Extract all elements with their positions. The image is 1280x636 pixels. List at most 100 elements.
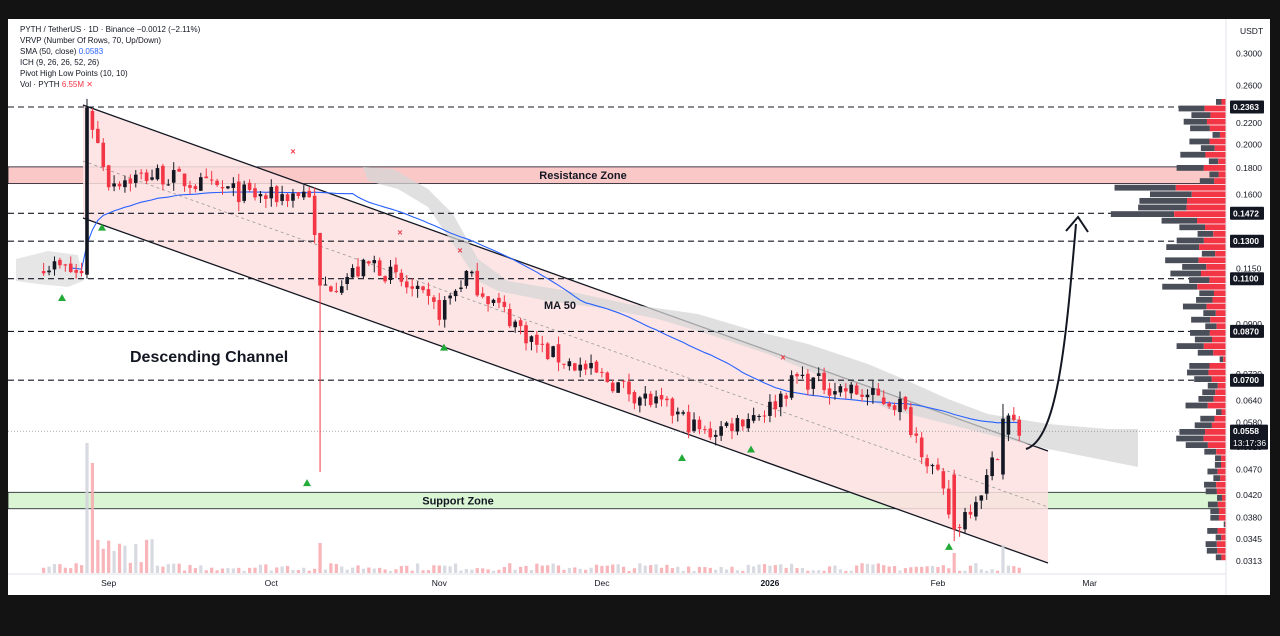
volume-bar-101 xyxy=(589,567,593,573)
price-tick-0: 0.3000 xyxy=(1236,48,1262,58)
candle-body-171 xyxy=(968,511,973,515)
legend-ichimoku[interactable]: ICH (9, 26, 26, 52, 26) xyxy=(20,58,100,67)
candle-body-161 xyxy=(914,433,919,436)
vrvp-down-29 xyxy=(1213,290,1226,297)
volume-bar-171 xyxy=(968,565,973,573)
candle-body-38 xyxy=(247,182,252,190)
candle-body-79 xyxy=(470,271,474,274)
candle-body-7 xyxy=(79,270,84,274)
projection-curve xyxy=(1025,223,1077,450)
vrvp-down-3 xyxy=(1206,118,1226,125)
price-tag-bg-3 xyxy=(1230,272,1264,286)
candle-body-85 xyxy=(502,301,507,307)
vrvp-up-62 xyxy=(1210,508,1219,514)
volume-bar-10 xyxy=(96,539,100,573)
vrvp-up-64 xyxy=(1223,521,1225,528)
legend-pivots[interactable]: Pivot High Low Points (10, 10) xyxy=(20,69,128,78)
volume-bar-176 xyxy=(995,570,1000,573)
price-chart[interactable]: × × × × Resistance Zone Support Zone Descendi… xyxy=(8,19,1270,595)
volume-bar-114 xyxy=(659,567,664,573)
vrvp-up-33 xyxy=(1191,316,1211,323)
vrvp-up-17 xyxy=(1110,211,1175,217)
candle-body-156 xyxy=(887,403,891,407)
volume-bar-163 xyxy=(925,566,929,573)
vrvp-down-43 xyxy=(1217,382,1226,389)
legend-change: −0.0012 (−2.11%) xyxy=(136,25,201,34)
volume-bar-161 xyxy=(914,566,918,573)
vrvp-down-52 xyxy=(1207,442,1226,448)
volume-bar-117 xyxy=(676,566,680,573)
candle-body-177 xyxy=(1001,418,1005,475)
volume-bar-165 xyxy=(936,566,940,573)
vrvp-up-41 xyxy=(1187,369,1209,376)
legend-volume[interactable]: Vol · PYTH 6.55M ✕ xyxy=(20,79,93,90)
vrvp-down-2 xyxy=(1210,112,1226,118)
candle-body-164 xyxy=(930,465,935,467)
candle-body-120 xyxy=(692,419,696,431)
candle-body-57 xyxy=(350,267,355,278)
volume-bar-7 xyxy=(79,565,84,573)
vrvp-down-6 xyxy=(1209,138,1226,145)
volume-bar-26 xyxy=(182,570,187,573)
volume-bar-145 xyxy=(827,566,832,573)
volume-bar-11 xyxy=(101,548,105,573)
legend-vrvp[interactable]: VRVP (Number Of Rows, 70, Up/Down) xyxy=(20,36,162,45)
vrvp-down-56 xyxy=(1217,468,1226,475)
legend-symbol-line[interactable]: PYTH / TetherUS · 1D · Binance −0.0012 (… xyxy=(20,24,200,35)
candle-body-44 xyxy=(280,194,284,201)
volume-bar-158 xyxy=(898,570,902,573)
vrvp-down-49 xyxy=(1211,422,1226,429)
vrvp-down-32 xyxy=(1215,310,1226,316)
vrvp-up-6 xyxy=(1189,138,1210,145)
volume-bar-118 xyxy=(681,570,685,573)
vrvp-up-23 xyxy=(1201,250,1216,257)
candle-body-13 xyxy=(112,183,116,187)
volume-bar-110 xyxy=(638,563,642,573)
candle-body-136 xyxy=(778,393,783,408)
pivot-high-icon-0: × xyxy=(290,146,295,156)
candle-body-107 xyxy=(621,380,626,382)
vrvp-down-4 xyxy=(1209,125,1226,132)
price-tag-bg-4 xyxy=(1230,324,1264,338)
volume-bar-8 xyxy=(85,443,89,573)
vrvp-up-51 xyxy=(1176,435,1204,442)
volume-bar-17 xyxy=(134,544,138,573)
candle-body-26 xyxy=(182,173,187,187)
projection-arrow[interactable] xyxy=(1025,215,1089,450)
descending-channel[interactable] xyxy=(82,104,1049,564)
candle-body-101 xyxy=(589,362,593,369)
volume-bar-59 xyxy=(361,568,366,573)
candle-body-80 xyxy=(475,270,480,296)
resistance-zone-label: Resistance Zone xyxy=(539,170,626,182)
volume-bar-106 xyxy=(616,564,620,573)
chart-panel[interactable]: × × × × Resistance Zone Support Zone Descendi… xyxy=(8,19,1270,595)
candle-body-18 xyxy=(139,172,143,174)
candle-body-50 xyxy=(312,195,317,236)
candle-body-15 xyxy=(123,180,127,188)
volume-bar-175 xyxy=(990,569,994,573)
candle-body-0 xyxy=(41,271,46,274)
candle-body-61 xyxy=(372,260,377,264)
price-tick-1: 0.2600 xyxy=(1236,81,1262,91)
vrvp-down-22 xyxy=(1199,244,1226,250)
volume-bar-39 xyxy=(253,567,257,573)
volume-bar-19 xyxy=(145,539,149,573)
candle-body-54 xyxy=(334,290,339,292)
volume-bar-100 xyxy=(584,569,588,573)
pivot-low-icon-0 xyxy=(58,294,66,302)
candle-body-106 xyxy=(616,382,620,393)
vrvp-up-65 xyxy=(1207,528,1218,534)
candle-body-108 xyxy=(627,381,631,395)
legend-sma[interactable]: SMA (50, close) 0.0583 xyxy=(20,46,103,57)
vrvp-up-13 xyxy=(1114,184,1176,191)
volume-bar-62 xyxy=(378,567,382,573)
close-icon[interactable]: ✕ xyxy=(86,80,93,89)
candle-body-124 xyxy=(713,434,718,437)
candle-body-105 xyxy=(610,382,615,392)
volume-bar-37 xyxy=(242,570,246,573)
candle-body-159 xyxy=(903,396,908,410)
vrvp-down-69 xyxy=(1221,554,1226,561)
candle-body-76 xyxy=(453,290,458,297)
vrvp-up-46 xyxy=(1185,402,1208,409)
vrvp-down-68 xyxy=(1217,547,1226,554)
